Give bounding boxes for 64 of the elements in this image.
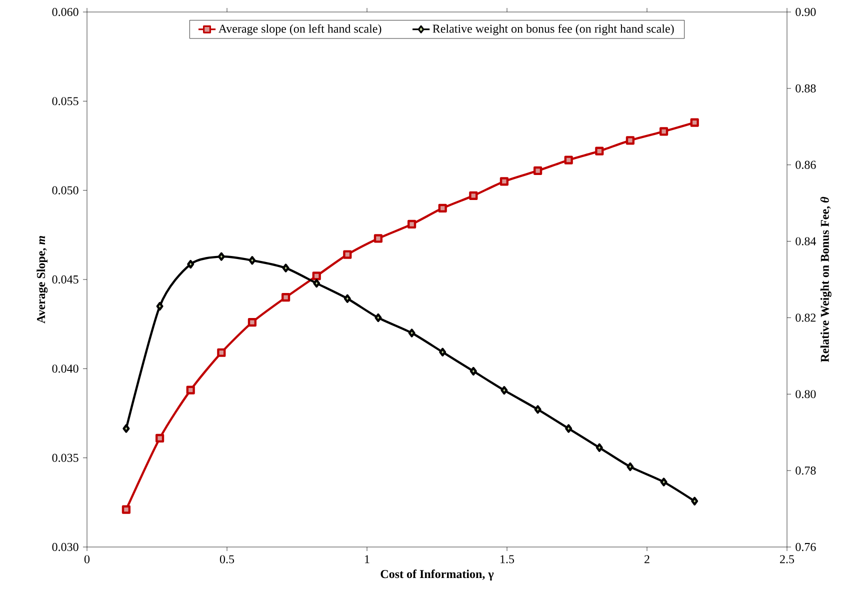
point: [500, 386, 508, 395]
y-tick-label: 0.045: [52, 275, 78, 284]
x-tick-label: 0.5: [220, 555, 234, 564]
point: [186, 386, 195, 394]
y2-tick-label: 0.78: [796, 466, 816, 475]
point: [534, 405, 542, 414]
point: [282, 264, 290, 272]
point: [408, 328, 416, 338]
point: [217, 348, 226, 357]
y-tick-label: 0.035: [52, 454, 78, 462]
y2-tick-label: 0.86: [796, 160, 816, 169]
x-tick-label: 2.5: [780, 555, 794, 564]
y2-tick-label: 0.88: [796, 84, 816, 93]
point: [626, 462, 634, 472]
y-tick-label: 0.050: [52, 186, 78, 194]
point: [564, 156, 573, 164]
y-axis-title: Average Slope, m: [36, 236, 48, 324]
point: [660, 127, 668, 136]
point: [565, 424, 572, 433]
y2-tick-label: 0.82: [796, 314, 816, 322]
x-tick-label: 1.5: [500, 555, 514, 564]
y-tick-label: 0.030: [52, 542, 78, 552]
y2-tick-label: 0.80: [796, 390, 816, 398]
y2-tick-label: 0.76: [796, 542, 816, 552]
point: [218, 252, 225, 261]
point: [374, 234, 383, 243]
y2-axis-title: Relative Weight on Bonus Fee, θ: [820, 196, 832, 362]
point: [122, 424, 130, 433]
point: [534, 166, 542, 176]
point: [187, 260, 194, 269]
point: [122, 505, 131, 514]
point: [408, 220, 416, 229]
point: [595, 146, 604, 156]
point: [470, 366, 477, 376]
x-tick-label: 0: [84, 555, 90, 564]
point: [438, 204, 447, 212]
y-tick-label: 0.060: [52, 8, 78, 16]
legend-label: Relative weight on bonus fee (on right hand scale): [432, 24, 674, 36]
point: [596, 443, 603, 452]
point: [312, 272, 321, 280]
point: [282, 293, 290, 302]
legend-label: Average slope (on left hand scale): [218, 24, 382, 36]
point: [156, 302, 164, 311]
point: [343, 250, 352, 259]
point: [500, 177, 509, 186]
point: [626, 136, 635, 145]
x-tick-label: 1: [365, 555, 370, 564]
y2-tick-label: 0.90: [796, 8, 816, 16]
x-axis-title: Cost of Information, γ: [380, 570, 494, 581]
point: [313, 279, 320, 288]
point: [374, 313, 382, 322]
point: [469, 191, 478, 200]
point: [248, 318, 257, 327]
point: [660, 478, 668, 486]
point: [691, 496, 698, 506]
y-tick-label: 0.040: [52, 364, 78, 373]
point: [156, 434, 164, 443]
y-tick-label: 0.055: [52, 97, 78, 106]
point: [439, 348, 446, 356]
point: [690, 118, 699, 127]
y2-tick-label: 0.84: [796, 237, 816, 246]
point: [344, 294, 351, 303]
point: [248, 256, 256, 265]
x-tick-label: 2: [644, 555, 650, 564]
